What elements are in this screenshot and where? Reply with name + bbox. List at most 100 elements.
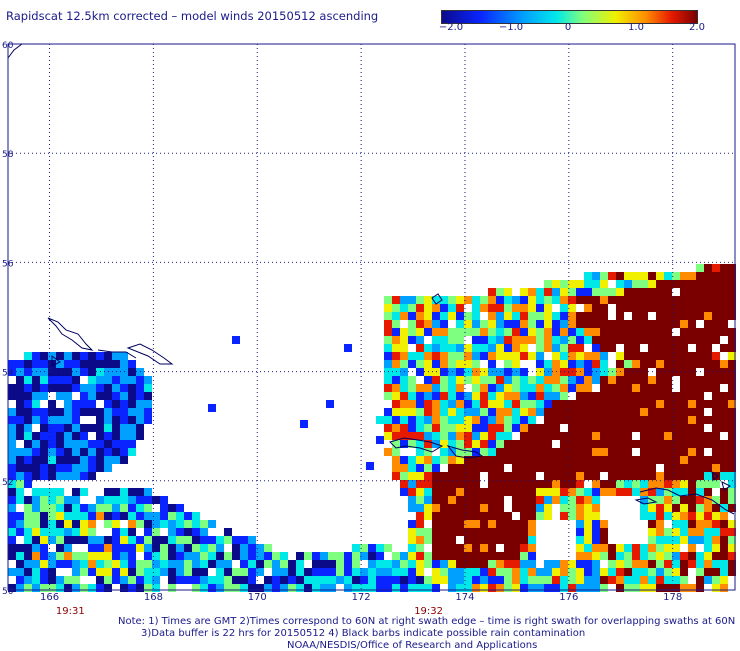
wind-pixel — [720, 304, 728, 312]
wind-pixel — [520, 512, 528, 520]
wind-pixel — [544, 400, 552, 408]
wind-pixel — [416, 336, 424, 344]
wind-pixel — [576, 440, 584, 448]
wind-pixel — [24, 448, 32, 456]
wind-pixel — [624, 376, 632, 384]
island-coastline — [47, 317, 94, 351]
wind-pixel — [560, 480, 568, 488]
wind-pixel — [688, 440, 696, 448]
wind-pixel — [440, 448, 448, 456]
wind-pixel — [88, 408, 96, 416]
wind-pixel — [416, 392, 424, 400]
wind-pixel — [696, 496, 704, 504]
wind-pixel — [728, 464, 736, 472]
wind-pixel — [72, 440, 80, 448]
wind-pixel — [384, 360, 392, 368]
wind-pixel — [688, 520, 696, 528]
wind-pixel — [16, 384, 24, 392]
wind-pixel — [528, 512, 536, 520]
wind-pixel — [488, 568, 496, 576]
wind-pixel — [376, 568, 384, 576]
wind-pixel — [416, 384, 424, 392]
wind-pixel — [32, 552, 40, 560]
wind-pixel — [664, 544, 672, 552]
wind-pixel — [416, 440, 424, 448]
wind-pixel — [680, 304, 688, 312]
wind-pixel — [488, 304, 496, 312]
wind-pixel — [408, 456, 416, 464]
wind-pixel — [592, 576, 600, 584]
wind-pixel — [408, 400, 416, 408]
wind-pixel — [704, 384, 712, 392]
wind-pixel — [208, 560, 216, 568]
wind-pixel — [72, 456, 80, 464]
wind-pixel — [592, 552, 600, 560]
wind-pixel — [120, 560, 128, 568]
wind-pixel — [520, 504, 528, 512]
wind-pixel — [520, 560, 528, 568]
wind-pixel — [440, 552, 448, 560]
wind-pixel — [272, 576, 280, 584]
wind-pixel — [664, 408, 672, 416]
wind-pixel — [424, 304, 432, 312]
wind-pixel — [648, 272, 656, 280]
wind-pixel — [104, 560, 112, 568]
wind-pixel — [672, 440, 680, 448]
wind-pixel — [600, 544, 608, 552]
wind-pixel — [704, 520, 712, 528]
wind-pixel — [300, 420, 308, 428]
wind-pixel — [688, 464, 696, 472]
wind-pixel — [472, 496, 480, 504]
wind-pixel — [96, 584, 104, 592]
wind-pixel — [520, 552, 528, 560]
wind-pixel — [664, 496, 672, 504]
wind-pixel — [592, 304, 600, 312]
wind-pixel — [168, 544, 176, 552]
wind-pixel — [696, 568, 704, 576]
wind-pixel — [424, 472, 432, 480]
wind-pixel — [712, 392, 720, 400]
wind-pixel — [448, 448, 456, 456]
wind-pixel — [560, 504, 568, 512]
wind-pixel — [536, 456, 544, 464]
wind-pixel — [712, 272, 720, 280]
wind-pixel — [704, 432, 712, 440]
wind-pixel — [656, 280, 664, 288]
wind-pixel — [144, 568, 152, 576]
wind-pixel — [712, 288, 720, 296]
wind-pixel — [544, 328, 552, 336]
wind-pixel — [728, 480, 736, 488]
wind-pixel — [584, 384, 592, 392]
wind-pixel — [480, 536, 488, 544]
wind-pixel — [144, 416, 152, 424]
wind-pixel — [728, 376, 736, 384]
wind-pixel — [56, 416, 64, 424]
wind-pixel — [512, 440, 520, 448]
wind-pixel — [544, 568, 552, 576]
wind-pixel — [472, 488, 480, 496]
wind-pixel — [640, 416, 648, 424]
wind-pixel — [664, 568, 672, 576]
wind-pixel — [648, 488, 656, 496]
wind-pixel — [584, 312, 592, 320]
wind-pixel — [608, 400, 616, 408]
wind-pixel — [88, 424, 96, 432]
wind-pixel — [584, 328, 592, 336]
wind-pixel — [384, 376, 392, 384]
note-line-1: Note: 1) Times are GMT 2)Times correspon… — [118, 616, 736, 627]
wind-pixel — [120, 360, 128, 368]
wind-pixel — [528, 528, 536, 536]
wind-pixel — [568, 288, 576, 296]
wind-pixel — [88, 376, 96, 384]
wind-pixel — [8, 520, 16, 528]
wind-pixel — [256, 552, 264, 560]
wind-pixel — [624, 408, 632, 416]
wind-pixel — [408, 432, 416, 440]
wind-pixel — [120, 576, 128, 584]
wind-pixel — [680, 480, 688, 488]
wind-pixel — [464, 528, 472, 536]
wind-pixel — [496, 456, 504, 464]
wind-pixel — [480, 544, 488, 552]
wind-pixel — [440, 408, 448, 416]
wind-pixel — [728, 552, 736, 560]
